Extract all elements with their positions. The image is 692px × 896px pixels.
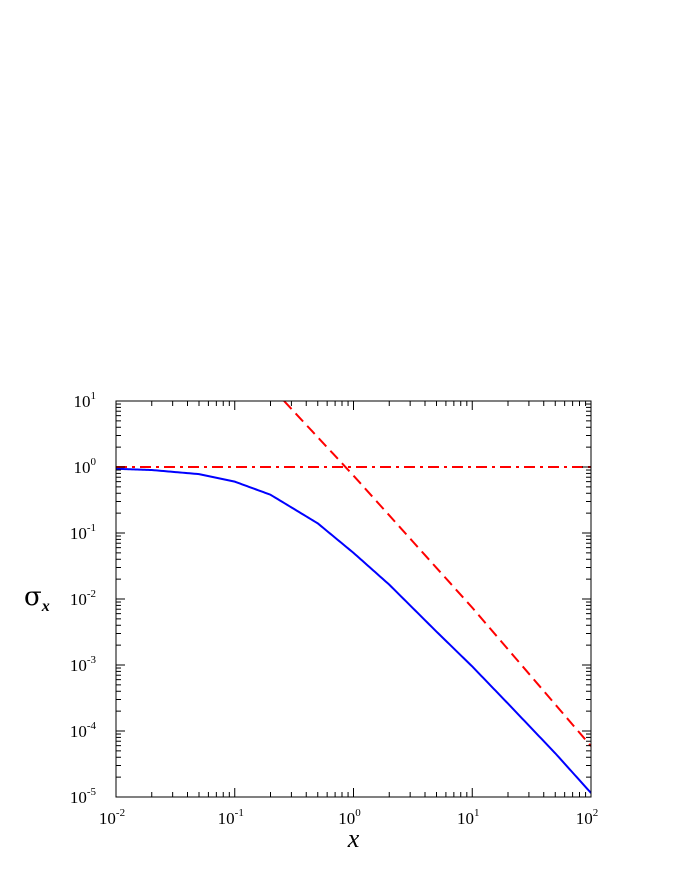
y-tick-label: 10-5 xyxy=(70,786,97,807)
y-tick-label: 10-3 xyxy=(70,654,97,675)
series-line-1 xyxy=(116,467,591,794)
x-tick-label-base: 10 xyxy=(338,809,355,828)
x-tick-label-base: 10 xyxy=(218,809,235,828)
y-tick-label: 101 xyxy=(74,390,97,411)
y-tick-label: 10-4 xyxy=(70,720,97,741)
y-axis-title-subscript: x xyxy=(41,598,50,615)
series-line-2 xyxy=(283,401,591,747)
x-tick-label: 10-1 xyxy=(218,807,244,828)
tick-labels: 10-2 10-1 100 101 10210-510-410-310-210-1100… xyxy=(70,390,598,828)
x-tick-label: 100 xyxy=(338,807,361,828)
y-tick-label-base: 10 xyxy=(74,392,91,411)
y-axis-title-symbol: σ xyxy=(24,582,42,612)
y-tick-label-exponent: -1 xyxy=(87,522,96,534)
y-tick-label-exponent: -4 xyxy=(87,720,97,732)
x-tick-label: 10-2 xyxy=(99,807,125,828)
y-tick-label: 10-1 xyxy=(70,522,96,543)
y-tick-label-base: 10 xyxy=(70,656,87,675)
x-tick-label-base: 10 xyxy=(99,809,116,828)
x-axis-title: x xyxy=(347,824,360,853)
x-tick-label-base: 10 xyxy=(457,809,474,828)
y-tick-label-exponent: 1 xyxy=(91,390,97,402)
x-tick-label-exponent: -1 xyxy=(235,807,244,819)
y-tick-label-exponent: -2 xyxy=(87,588,96,600)
y-tick-label-base: 10 xyxy=(70,722,87,741)
axis-ticks xyxy=(115,400,592,798)
y-tick-label-exponent: -3 xyxy=(87,654,97,666)
plot-area xyxy=(116,401,591,794)
y-axis-title: σx xyxy=(24,582,50,615)
x-tick-label: 101 xyxy=(457,807,480,828)
y-tick-label-exponent: -5 xyxy=(87,786,97,798)
y-tick-label-base: 10 xyxy=(70,590,87,609)
x-tick-label: 102 xyxy=(576,807,599,828)
y-tick-label: 100 xyxy=(74,456,97,477)
y-tick-label-exponent: 0 xyxy=(91,456,97,468)
y-tick-label-base: 10 xyxy=(70,524,87,543)
x-tick-label-base: 10 xyxy=(576,809,593,828)
x-tick-label-exponent: 0 xyxy=(355,807,361,819)
plot-frame xyxy=(115,400,592,798)
y-tick-label-base: 10 xyxy=(74,458,91,477)
y-tick-label-base: 10 xyxy=(70,788,87,807)
x-tick-label-exponent: 1 xyxy=(474,807,480,819)
x-tick-label-exponent: 2 xyxy=(593,807,599,819)
x-tick-label-exponent: -2 xyxy=(116,807,125,819)
y-tick-label: 10-2 xyxy=(70,588,96,609)
